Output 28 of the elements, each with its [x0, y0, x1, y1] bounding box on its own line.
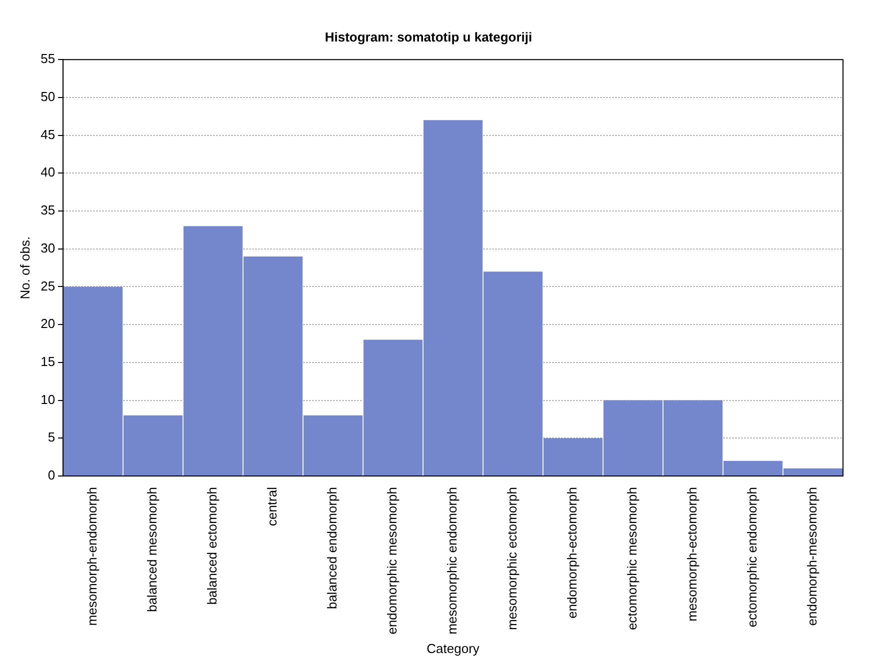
x-tick-label: mesomorphic ectomorph	[504, 486, 520, 630]
x-tick-label: central	[264, 486, 280, 526]
x-tick-label: endomorphic mesomorph	[384, 486, 400, 634]
x-tick-label: mesomorph-endomorph	[84, 486, 100, 626]
x-tick-label: mesomorphic endomorph	[444, 486, 460, 634]
y-tick-label: 25	[40, 278, 56, 294]
y-tick-label: 0	[48, 468, 56, 483]
x-tick-label: balanced ectomorph	[204, 486, 220, 605]
x-tick-label: endomorph-ectomorph	[564, 486, 580, 619]
x-tick-label: ectomorphic mesomorph	[624, 486, 640, 630]
y-tick-label: 45	[40, 126, 56, 142]
x-axis-title: Category	[426, 640, 480, 656]
x-tick-label: balanced mesomorph	[144, 486, 160, 612]
y-tick-label: 20	[40, 316, 56, 332]
y-tick-label: 5	[48, 430, 56, 445]
y-tick-label: 10	[40, 392, 56, 407]
y-tick-label: 40	[40, 164, 56, 180]
y-tick-label: 15	[40, 354, 56, 370]
y-tick-label: 35	[40, 202, 56, 218]
x-tick-label: ectomorphic endomorph	[744, 486, 760, 628]
chart-title: Histogram: somatotip u kategoriji	[324, 29, 532, 44]
x-tick-label: endomorph-mesomorph	[804, 486, 820, 626]
x-tick-label: mesomorph-ectomorph	[684, 486, 700, 622]
y-tick-label: 55	[40, 51, 56, 66]
y-tick-label: 30	[40, 240, 56, 256]
y-tick-label: 50	[40, 89, 56, 104]
y-axis-title: No. of obs.	[17, 236, 32, 300]
x-tick-label: balanced endomorph	[324, 486, 340, 610]
